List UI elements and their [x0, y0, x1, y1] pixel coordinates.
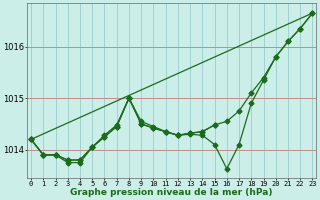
X-axis label: Graphe pression niveau de la mer (hPa): Graphe pression niveau de la mer (hPa): [70, 188, 273, 197]
